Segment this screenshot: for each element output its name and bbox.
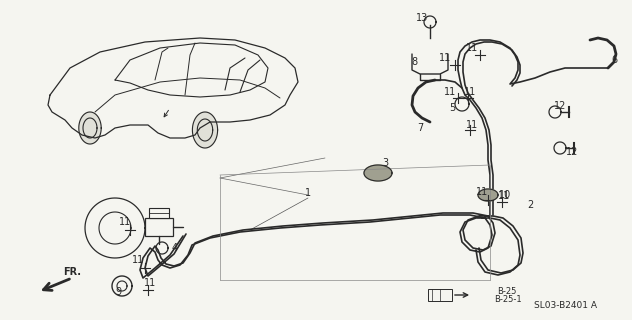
Text: 11: 11 bbox=[444, 87, 456, 97]
FancyBboxPatch shape bbox=[145, 218, 173, 236]
FancyBboxPatch shape bbox=[149, 208, 169, 218]
Text: B-25: B-25 bbox=[497, 286, 516, 295]
Text: 2: 2 bbox=[527, 200, 533, 210]
Text: 11: 11 bbox=[464, 87, 476, 97]
Polygon shape bbox=[364, 165, 392, 181]
FancyBboxPatch shape bbox=[428, 289, 452, 301]
Text: 11: 11 bbox=[119, 217, 131, 227]
Text: 6: 6 bbox=[611, 55, 617, 65]
Polygon shape bbox=[79, 112, 101, 144]
Text: 11: 11 bbox=[132, 255, 144, 265]
Text: 11: 11 bbox=[144, 278, 156, 288]
Text: 7: 7 bbox=[417, 123, 423, 133]
Text: B-25-1: B-25-1 bbox=[494, 294, 521, 303]
Text: 11: 11 bbox=[439, 53, 451, 63]
Text: 3: 3 bbox=[382, 158, 388, 168]
Text: 11: 11 bbox=[476, 187, 488, 197]
Text: 12: 12 bbox=[566, 147, 578, 157]
Text: 11: 11 bbox=[466, 43, 478, 53]
Text: 5: 5 bbox=[449, 103, 455, 113]
Text: SL03-B2401 A: SL03-B2401 A bbox=[533, 301, 597, 310]
Text: 11: 11 bbox=[498, 191, 510, 201]
Text: 10: 10 bbox=[499, 190, 511, 200]
Text: 9: 9 bbox=[115, 287, 121, 297]
Text: 13: 13 bbox=[416, 13, 428, 23]
Text: 12: 12 bbox=[554, 101, 566, 111]
Text: 1: 1 bbox=[305, 188, 311, 198]
Text: 11: 11 bbox=[466, 120, 478, 130]
Text: 4: 4 bbox=[172, 243, 178, 253]
Text: 8: 8 bbox=[411, 57, 417, 67]
Polygon shape bbox=[478, 189, 498, 201]
Polygon shape bbox=[192, 112, 217, 148]
Text: FR.: FR. bbox=[63, 267, 81, 277]
